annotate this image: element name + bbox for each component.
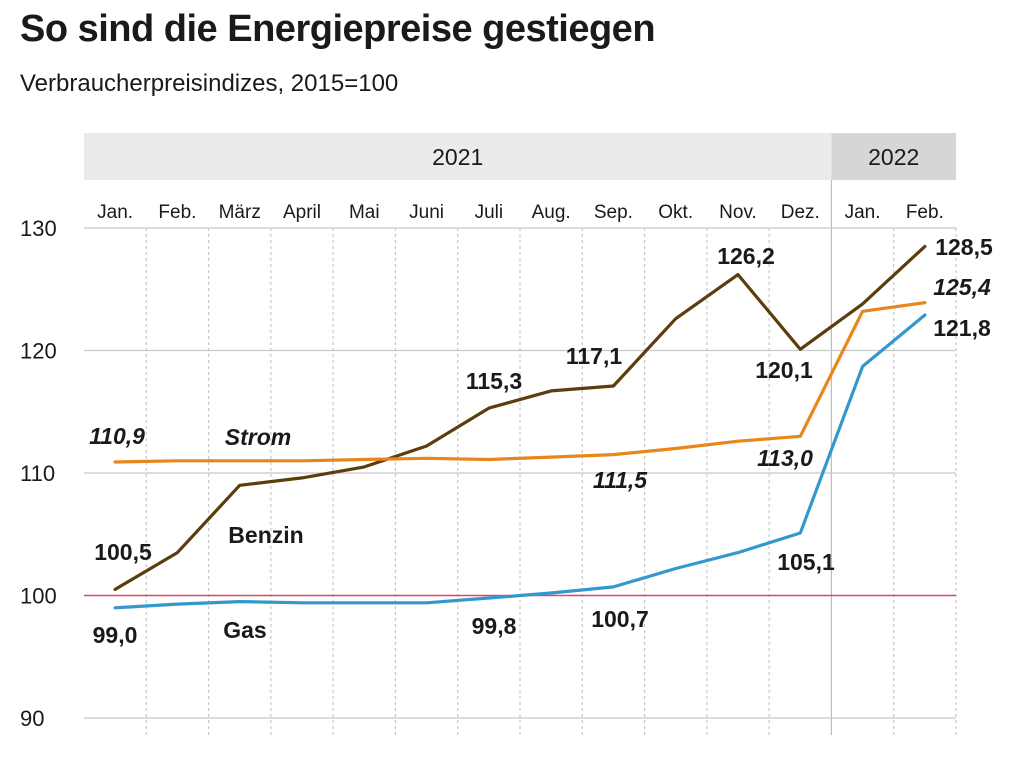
data-label-strom: 111,5 — [593, 467, 648, 493]
data-label-gas: 100,7 — [591, 606, 649, 632]
chart-title: So sind die Energiepreise gestiegen — [20, 8, 656, 50]
data-label-benzin: 128,5 — [935, 234, 993, 260]
y-tick-label: 90 — [20, 706, 44, 731]
y-tick-label: 100 — [20, 584, 57, 609]
year-label-2021: 2021 — [432, 144, 483, 170]
series-name-strom: Strom — [225, 424, 291, 450]
month-label: Nov. — [719, 202, 757, 223]
series-line-gas — [113, 313, 927, 610]
month-label: Okt. — [658, 202, 693, 223]
data-label-strom: 110,9 — [89, 423, 145, 449]
grid — [145, 180, 957, 735]
data-label-benzin: 120,1 — [755, 357, 813, 383]
month-label: Mai — [349, 202, 380, 223]
year-band-2022 — [831, 133, 956, 180]
data-label-strom: 125,4 — [933, 274, 991, 300]
month-label: März — [219, 202, 261, 223]
series-line-benzin — [113, 244, 927, 592]
series-name-gas: Gas — [223, 617, 266, 643]
month-label: Feb. — [906, 202, 944, 223]
month-label: Jan. — [97, 202, 133, 223]
data-label-benzin: 117,1 — [566, 343, 622, 369]
data-labels: 100,5 115,3 117,1 126,2 120,1 128,5 110,9 111,5… — [89, 234, 993, 648]
month-label: Juni — [409, 202, 444, 223]
data-label-strom: 113,0 — [757, 445, 813, 471]
data-label-gas: 99,8 — [472, 613, 517, 639]
y-axis: 90 100 110 120 130 — [20, 216, 956, 731]
series-line-strom — [113, 301, 927, 464]
y-tick-label: 120 — [20, 339, 57, 364]
data-label-gas: 121,8 — [933, 315, 991, 341]
y-tick-label: 130 — [20, 216, 57, 241]
series-name-benzin: Benzin — [228, 522, 303, 548]
year-label-2022: 2022 — [868, 144, 919, 170]
month-label: Feb. — [158, 202, 196, 223]
month-label: Jan. — [845, 202, 881, 223]
month-label: Aug. — [532, 202, 571, 223]
data-label-benzin: 115,3 — [466, 368, 522, 394]
data-label-benzin: 126,2 — [717, 243, 775, 269]
month-label: Juli — [475, 202, 504, 223]
month-labels: Jan. Feb. März April Mai Juni Juli Aug. Sep. Okt.… — [97, 202, 944, 223]
data-label-gas: 105,1 — [777, 549, 835, 575]
series-names: Benzin Strom Gas — [223, 424, 303, 643]
month-label: Sep. — [594, 202, 633, 223]
data-label-gas: 99,0 — [93, 622, 138, 648]
y-tick-label: 110 — [20, 461, 55, 486]
data-label-benzin: 100,5 — [94, 539, 152, 565]
chart-subtitle: Verbraucherpreisindizes, 2015=100 — [20, 70, 399, 97]
year-band-2021 — [84, 133, 832, 180]
year-band: 2021 2022 — [84, 133, 956, 180]
month-label: April — [283, 202, 321, 223]
month-label: Dez. — [781, 202, 820, 223]
series-lines — [113, 244, 927, 610]
